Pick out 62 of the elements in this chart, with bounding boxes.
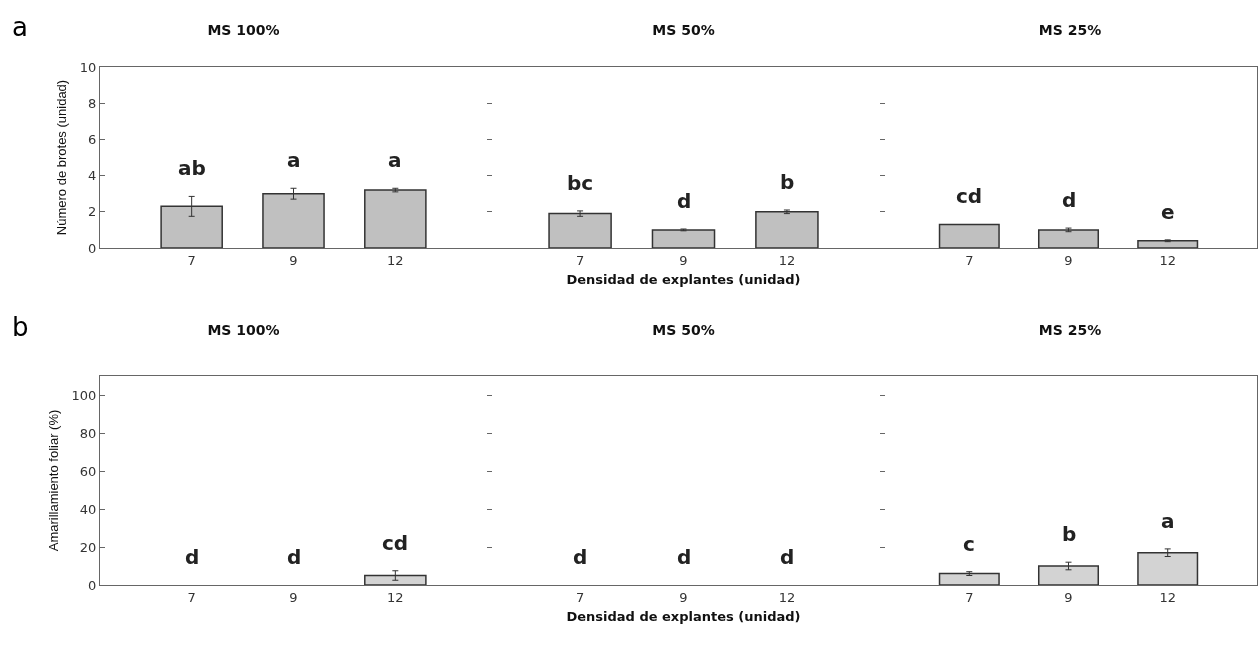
annotation: d [677,545,692,569]
x-tick-label: 7 [965,589,974,605]
y-tick-label: 8 [88,95,97,111]
text: b [12,312,29,342]
annotation: d [1062,188,1077,212]
annotation: b [1062,522,1077,546]
x-tick-label: 9 [1064,589,1073,605]
x-axis-title: Densidad de explantes (unidad) [566,272,801,288]
x-tick-label: 12 [778,589,796,605]
y-tick-label: 0 [88,240,97,256]
bar [262,192,325,248]
x-axis-title: Densidad de explantes (unidad) [566,609,801,625]
x-tick-label: 12 [387,589,404,605]
annotation: e [1161,200,1175,224]
x-tick-label: 7 [575,252,585,268]
x-tick-label: 12 [387,252,404,268]
x-tick-label: 12 [1159,589,1176,605]
y-tick-label: 0 [88,577,97,593]
y-tick-label: 100 [71,387,97,403]
y-tick-label: 6 [88,131,97,147]
y-tick-label: 20 [79,539,97,555]
x-tick-label: 7 [187,589,196,605]
y-tick-label: 80 [79,425,97,441]
x-tick-label: 9 [679,589,688,605]
annotation: d [780,545,795,569]
annotation: d [185,545,200,569]
text: a [12,12,28,42]
y-tick-label: 40 [79,501,97,517]
x-tick-label: 7 [965,252,974,268]
x-tick-label: 7 [187,252,196,268]
bar [364,189,427,248]
annotation: cd [382,531,409,555]
annotation: d [677,189,692,213]
annotation: c [963,532,975,556]
x-tick-label: 9 [679,252,688,268]
y-axis-title: Número de brotes (unidad) [53,79,69,236]
chart-title: MS 100% [207,21,280,38]
annotation: d [573,545,588,569]
chart-title: MS 50% [652,321,715,338]
chart-title: MS 100% [207,321,280,338]
annotation: b [780,170,795,194]
y-tick-label: 2 [88,204,97,220]
annotation: bc [567,171,594,195]
chart-title: MS 50% [652,21,715,38]
x-tick-label: 9 [289,252,298,268]
chart-title: MS 25% [1038,321,1102,338]
annotation: a [287,148,301,172]
y-tick-label: 10 [79,59,97,75]
annotation: cd [956,184,983,208]
x-tick-label: 12 [778,252,796,268]
annotation: a [388,148,402,172]
annotation: a [1161,509,1175,533]
annotation: d [287,545,302,569]
chart-title: MS 25% [1038,21,1102,38]
x-tick-label: 9 [289,589,298,605]
x-tick-label: 12 [1159,252,1176,268]
annotation: ab [178,156,206,180]
y-tick-label: 4 [88,168,97,184]
x-tick-label: 9 [1064,252,1073,268]
y-axis-title: Amarillamiento foliar (%) [45,409,61,552]
y-tick-label: 60 [79,463,97,479]
x-tick-label: 7 [575,589,585,605]
